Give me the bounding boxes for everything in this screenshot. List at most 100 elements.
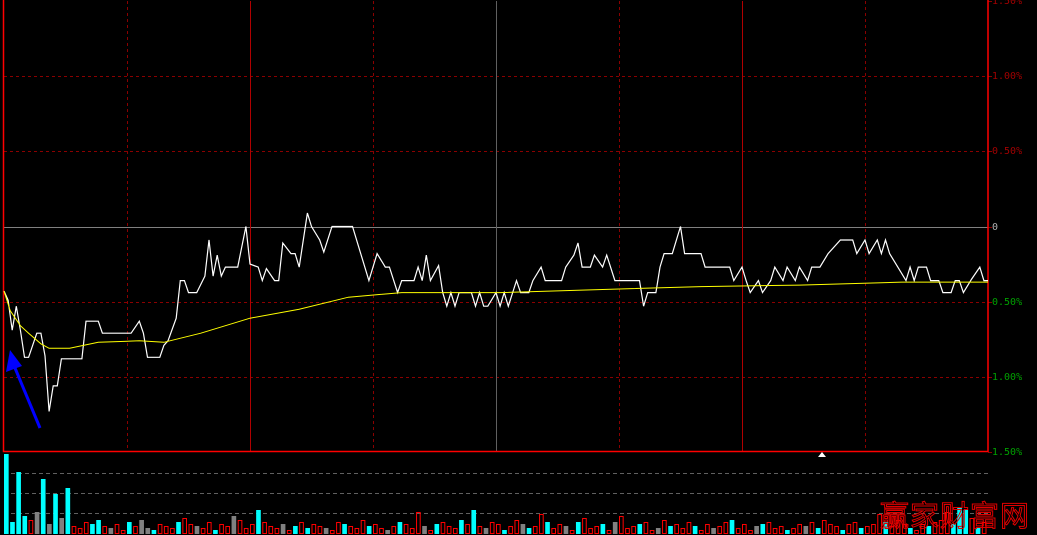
volume-bar bbox=[471, 510, 477, 534]
volume-bar bbox=[483, 528, 489, 534]
volume-bar bbox=[250, 524, 255, 534]
volume-bar bbox=[274, 528, 280, 534]
volume-bar bbox=[545, 522, 550, 534]
volume-bar bbox=[452, 528, 458, 534]
marker-triangle-icon bbox=[818, 452, 826, 457]
volume-bar bbox=[127, 522, 132, 534]
volume-bar bbox=[944, 512, 950, 534]
volume-bar bbox=[391, 526, 397, 534]
volume-bar bbox=[90, 524, 95, 534]
volume-bar bbox=[852, 522, 858, 534]
volume-bar bbox=[748, 530, 753, 534]
volume-bar bbox=[563, 526, 569, 534]
volume-bar bbox=[348, 526, 354, 534]
volume-bar bbox=[692, 526, 698, 534]
volume-bar bbox=[680, 528, 686, 534]
volume-bar bbox=[200, 528, 206, 534]
volume-bar bbox=[612, 522, 618, 534]
volume-bar bbox=[600, 524, 606, 534]
volume-bar bbox=[317, 526, 323, 534]
volume-bar bbox=[4, 454, 9, 534]
volume-bar bbox=[22, 516, 28, 534]
volume-bar bbox=[465, 524, 470, 534]
volume-bar bbox=[834, 526, 839, 534]
volume-bar bbox=[981, 522, 987, 534]
volume-bar bbox=[262, 522, 267, 534]
volume-bar bbox=[883, 522, 889, 534]
volume-bar bbox=[502, 530, 507, 534]
blue-arrow-icon bbox=[6, 350, 42, 429]
volume-bar bbox=[588, 528, 593, 534]
volume-bar bbox=[360, 520, 366, 534]
volume-bar bbox=[668, 526, 673, 534]
volume-bar bbox=[397, 522, 403, 534]
volume-bar bbox=[557, 524, 563, 534]
volume-bar bbox=[385, 530, 390, 534]
volume-bar bbox=[83, 522, 89, 534]
volume-bar bbox=[889, 526, 895, 534]
volume-bars bbox=[4, 454, 987, 534]
volume-bar bbox=[77, 528, 83, 534]
volume-bar bbox=[151, 530, 157, 534]
volume-bar bbox=[655, 528, 661, 534]
volume-bar bbox=[409, 528, 415, 534]
volume-bar bbox=[582, 518, 587, 534]
volume-bar bbox=[299, 522, 304, 534]
volume-bar bbox=[440, 522, 446, 534]
volume-bar bbox=[846, 524, 852, 534]
volume-bar bbox=[459, 520, 464, 534]
volume-bar bbox=[40, 479, 46, 534]
volume-bar bbox=[354, 528, 360, 534]
volume-bar bbox=[477, 526, 483, 534]
volume-bar bbox=[311, 524, 317, 534]
volume-bar bbox=[932, 522, 938, 534]
volume-bar bbox=[225, 526, 231, 534]
volume-bar bbox=[975, 528, 981, 534]
volume-bar bbox=[176, 522, 181, 534]
volume-bar bbox=[901, 524, 907, 534]
volume-bar bbox=[379, 528, 384, 534]
volume-bar bbox=[206, 522, 212, 534]
volume-bar bbox=[575, 522, 581, 534]
volume-bar bbox=[662, 520, 667, 534]
volume-bar bbox=[163, 526, 169, 534]
volume-bar bbox=[28, 520, 34, 534]
volume-bar bbox=[114, 524, 120, 534]
volume-bar bbox=[237, 520, 243, 534]
volume-bar bbox=[963, 510, 969, 534]
volume-bar bbox=[908, 528, 913, 534]
volume-bar bbox=[342, 524, 347, 534]
volume-bar bbox=[791, 528, 796, 534]
volume-bar bbox=[778, 526, 784, 534]
volume-bar bbox=[508, 526, 513, 534]
volume-bar bbox=[336, 522, 341, 534]
volume-bar bbox=[895, 520, 901, 534]
volume-bar bbox=[871, 524, 876, 534]
volume-bar bbox=[434, 524, 440, 534]
volume-bar bbox=[821, 520, 827, 534]
volume-bar bbox=[170, 528, 175, 534]
y-tick-label: 0.50% bbox=[992, 145, 1023, 157]
volume-bar bbox=[416, 512, 421, 534]
volume-bar bbox=[213, 530, 218, 534]
volume-bar bbox=[231, 516, 237, 534]
volume-bar bbox=[133, 526, 138, 534]
volume-bar bbox=[594, 526, 600, 534]
volume-bar bbox=[705, 524, 710, 534]
volume-bar bbox=[366, 526, 372, 534]
volume-bar bbox=[96, 520, 101, 534]
volume-bar bbox=[373, 524, 378, 534]
volume-bar bbox=[526, 528, 532, 534]
volume-bar bbox=[403, 524, 409, 534]
volume-bar bbox=[815, 528, 821, 534]
volume-bar bbox=[938, 520, 944, 534]
volume-bar bbox=[551, 528, 556, 534]
volume-bar bbox=[865, 526, 870, 534]
volume-bar bbox=[772, 528, 778, 534]
y-tick-label: 0 bbox=[992, 221, 999, 233]
volume-bar bbox=[256, 510, 261, 534]
volume-bar bbox=[951, 524, 956, 534]
volume-bar bbox=[840, 530, 846, 534]
volume-bar bbox=[625, 528, 630, 534]
volume-bar bbox=[16, 472, 21, 534]
